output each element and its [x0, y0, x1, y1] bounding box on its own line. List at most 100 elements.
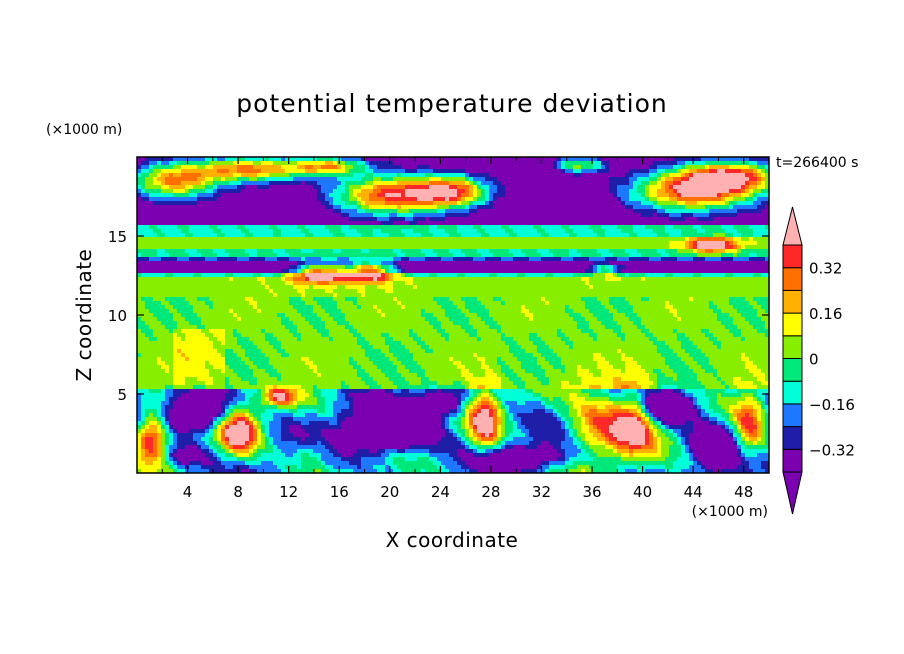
field-cell: [437, 301, 454, 306]
field-cell: [345, 297, 358, 302]
field-cell: [401, 165, 418, 170]
field-cell: [277, 397, 286, 402]
field-cell: [329, 329, 350, 334]
field-cell: [761, 177, 766, 182]
field-cell: [461, 401, 466, 406]
field-cell: [505, 425, 514, 430]
field-cell: [617, 465, 638, 470]
field-cell: [721, 345, 769, 350]
field-cell: [173, 313, 182, 318]
field-cell: [441, 425, 446, 430]
field-cell: [577, 365, 582, 370]
field-cell: [581, 445, 590, 450]
field-cell: [705, 409, 714, 414]
field-cell: [353, 301, 358, 306]
field-cell: [185, 249, 198, 254]
field-cell: [305, 277, 310, 282]
field-cell: [401, 273, 406, 278]
field-cell: [153, 201, 198, 206]
field-cell: [477, 181, 482, 186]
field-cell: [281, 317, 290, 322]
field-cell: [285, 465, 298, 470]
field-cell: [689, 465, 702, 470]
field-cell: [749, 321, 766, 326]
field-cell: [725, 421, 730, 426]
field-cell: [565, 425, 570, 430]
field-cell: [285, 325, 298, 330]
field-cell: [337, 257, 350, 262]
field-cell: [137, 257, 150, 262]
field-cell: [225, 405, 230, 410]
field-cell: [465, 301, 482, 306]
field-cell: [613, 445, 618, 450]
field-cell: [473, 373, 486, 378]
field-cell: [565, 461, 574, 466]
field-cell: [649, 417, 654, 422]
field-cell: [461, 421, 466, 426]
field-cell: [469, 401, 474, 406]
field-cell: [653, 161, 678, 166]
field-cell: [473, 441, 482, 446]
field-cell: [533, 341, 546, 346]
field-cell: [681, 165, 686, 170]
field-cell: [157, 161, 162, 166]
field-cell: [681, 213, 694, 218]
field-cell: [749, 357, 769, 362]
field-cell: [341, 197, 350, 202]
field-cell: [237, 417, 246, 422]
field-cell: [477, 329, 498, 334]
field-cell: [613, 329, 622, 334]
field-cell: [137, 421, 142, 426]
field-cell: [173, 337, 182, 342]
field-cell: [249, 469, 258, 473]
field-cell: [165, 385, 174, 390]
field-cell: [617, 273, 626, 278]
field-cell: [273, 365, 310, 370]
field-cell: [645, 277, 769, 282]
field-cell: [345, 165, 354, 170]
field-cell: [213, 177, 222, 182]
field-cell: [509, 349, 526, 354]
field-cell: [677, 373, 698, 378]
field-cell: [449, 469, 470, 473]
field-cell: [753, 233, 769, 238]
field-cell: [617, 449, 630, 454]
field-cell: [213, 249, 226, 254]
field-cell: [585, 433, 594, 438]
field-cell: [221, 177, 226, 182]
field-cell: [693, 421, 710, 426]
field-cell: [549, 377, 582, 382]
field-cell: [469, 465, 538, 470]
field-cell: [729, 297, 746, 302]
field-cell: [177, 461, 182, 466]
field-cell: [433, 349, 510, 354]
field-cell: [645, 369, 654, 374]
field-cell: [381, 313, 386, 318]
field-cell: [401, 205, 438, 210]
field-cell: [473, 417, 494, 422]
field-cell: [141, 329, 154, 334]
field-cell: [485, 361, 498, 366]
field-cell: [345, 397, 354, 402]
field-cell: [185, 297, 198, 302]
field-cell: [497, 437, 502, 442]
field-cell: [137, 433, 142, 438]
field-cell: [249, 381, 258, 386]
field-cell: [649, 405, 694, 410]
field-cell: [221, 425, 226, 430]
field-cell: [477, 409, 482, 414]
field-cell: [469, 309, 490, 314]
field-cell: [253, 165, 282, 170]
field-cell: [185, 189, 190, 194]
field-cell: [649, 433, 654, 438]
field-cell: [369, 193, 378, 198]
field-cell: [345, 317, 426, 322]
field-cell: [453, 257, 474, 262]
field-cell: [289, 409, 298, 414]
field-cell: [213, 445, 222, 450]
x-tick-label: 24: [431, 483, 450, 501]
field-cell: [301, 265, 306, 270]
field-cell: [137, 461, 146, 466]
field-cell: [685, 165, 706, 170]
field-cell: [253, 441, 258, 446]
